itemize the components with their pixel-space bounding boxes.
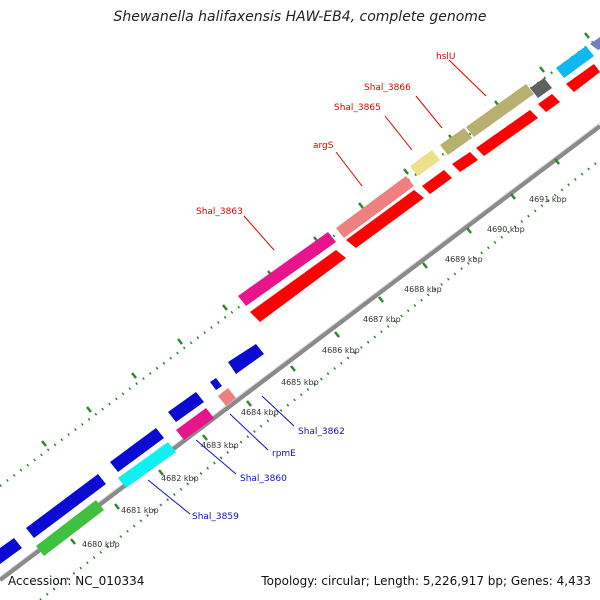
gene-red-2	[346, 190, 424, 248]
scale-label: 4687 kbp	[363, 315, 401, 324]
gene-label-rpme: rpmE	[272, 449, 296, 459]
gene-red-1	[250, 250, 346, 322]
map-title: Shewanella halifaxensis HAW-EB4, complet…	[113, 9, 487, 25]
gene-blue-1	[26, 474, 106, 538]
gene-blue-4	[210, 378, 222, 390]
gene-label-hslu: hslU	[436, 52, 455, 62]
gene-shal-3863	[238, 232, 336, 306]
top-leader-lines	[243, 59, 487, 251]
reverse-strand-genes	[0, 344, 264, 564]
gene-cyan-top	[556, 46, 594, 78]
gene-blue-3	[168, 392, 204, 422]
gene-gray	[530, 78, 552, 98]
accession-text: Accession: NC_010334	[8, 574, 145, 588]
bottom-gene-labels: Shal_3862 rpmE Shal_3860 Shal_3859	[192, 427, 345, 522]
scale-label: 4681 kbp	[121, 506, 159, 515]
bottom-leader-lines	[147, 395, 295, 515]
gene-label-shal-3862: Shal_3862	[298, 427, 345, 437]
gene-label-shal-3866: Shal_3866	[364, 83, 411, 93]
gene-label-shal-3863: Shal_3863	[196, 207, 243, 217]
backbone-line	[0, 124, 600, 582]
gene-red-7	[566, 64, 600, 92]
gene-rpme	[218, 388, 236, 406]
gene-cyan	[118, 442, 176, 488]
gene-shal-3866	[440, 128, 472, 155]
top-gene-labels: hslU Shal_3866 Shal_3865 argS Shal_3863	[196, 52, 455, 217]
gene-args	[336, 176, 414, 238]
gene-blue-5	[228, 344, 264, 374]
scale-label: 4689 kbp	[445, 255, 483, 264]
scale-labels: 4680 kbp 4681 kbp 4682 kbp 4683 kbp 4684…	[82, 195, 567, 549]
scale-label: 4682 kbp	[161, 474, 199, 483]
gene-label-shal-3865: Shal_3865	[334, 103, 381, 113]
scale-label: 4690 kbp	[487, 225, 525, 234]
gene-red-5	[476, 110, 538, 156]
forward-strand-genes	[238, 37, 600, 322]
gene-label-shal-3860: Shal_3860	[240, 474, 287, 484]
gene-red-6	[538, 94, 560, 112]
gene-shal-3865	[410, 150, 440, 176]
scale-label: 4680 kbp	[82, 540, 120, 549]
scale-label: 4683 kbp	[201, 441, 239, 450]
backbone-highlight	[0, 122, 600, 578]
gene-edge-top	[590, 37, 600, 50]
scale-label: 4691 kbp	[529, 195, 567, 204]
gene-blue-edge	[0, 538, 22, 564]
scale-label: 4686 kbp	[322, 346, 360, 355]
gene-red-4	[452, 152, 478, 172]
gene-red-3	[422, 170, 452, 194]
scale-label: 4685 kbp	[281, 378, 319, 387]
scale-label: 4688 kbp	[404, 285, 442, 294]
genome-summary-text: Topology: circular; Length: 5,226,917 bp…	[261, 574, 591, 588]
inner-major-ticks	[70, 158, 560, 545]
gene-shal-3859	[36, 500, 104, 556]
scale-label: 4684 kbp	[241, 408, 279, 417]
gene-label-args: argS	[313, 141, 334, 151]
gene-shal-3860	[176, 408, 214, 440]
gene-blue-2	[110, 428, 164, 472]
gene-label-shal-3859: Shal_3859	[192, 512, 239, 522]
gene-hslu	[466, 84, 534, 137]
